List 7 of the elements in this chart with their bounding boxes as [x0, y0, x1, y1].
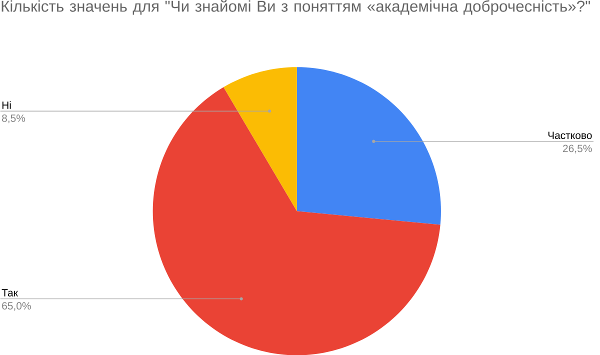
- slice-label: Так: [2, 289, 18, 296]
- data-label: 8,5%: [2, 114, 26, 124]
- chart-title: Кількість значень для "Чи знайомі Ви з поняттям «академічна доброчесність»?": [2, 0, 590, 15]
- data-label: 65,0%: [2, 302, 31, 311]
- data-label: 26,5%: [563, 144, 592, 154]
- slice-label: Частково: [548, 132, 592, 139]
- slice-label: Ні: [2, 101, 11, 109]
